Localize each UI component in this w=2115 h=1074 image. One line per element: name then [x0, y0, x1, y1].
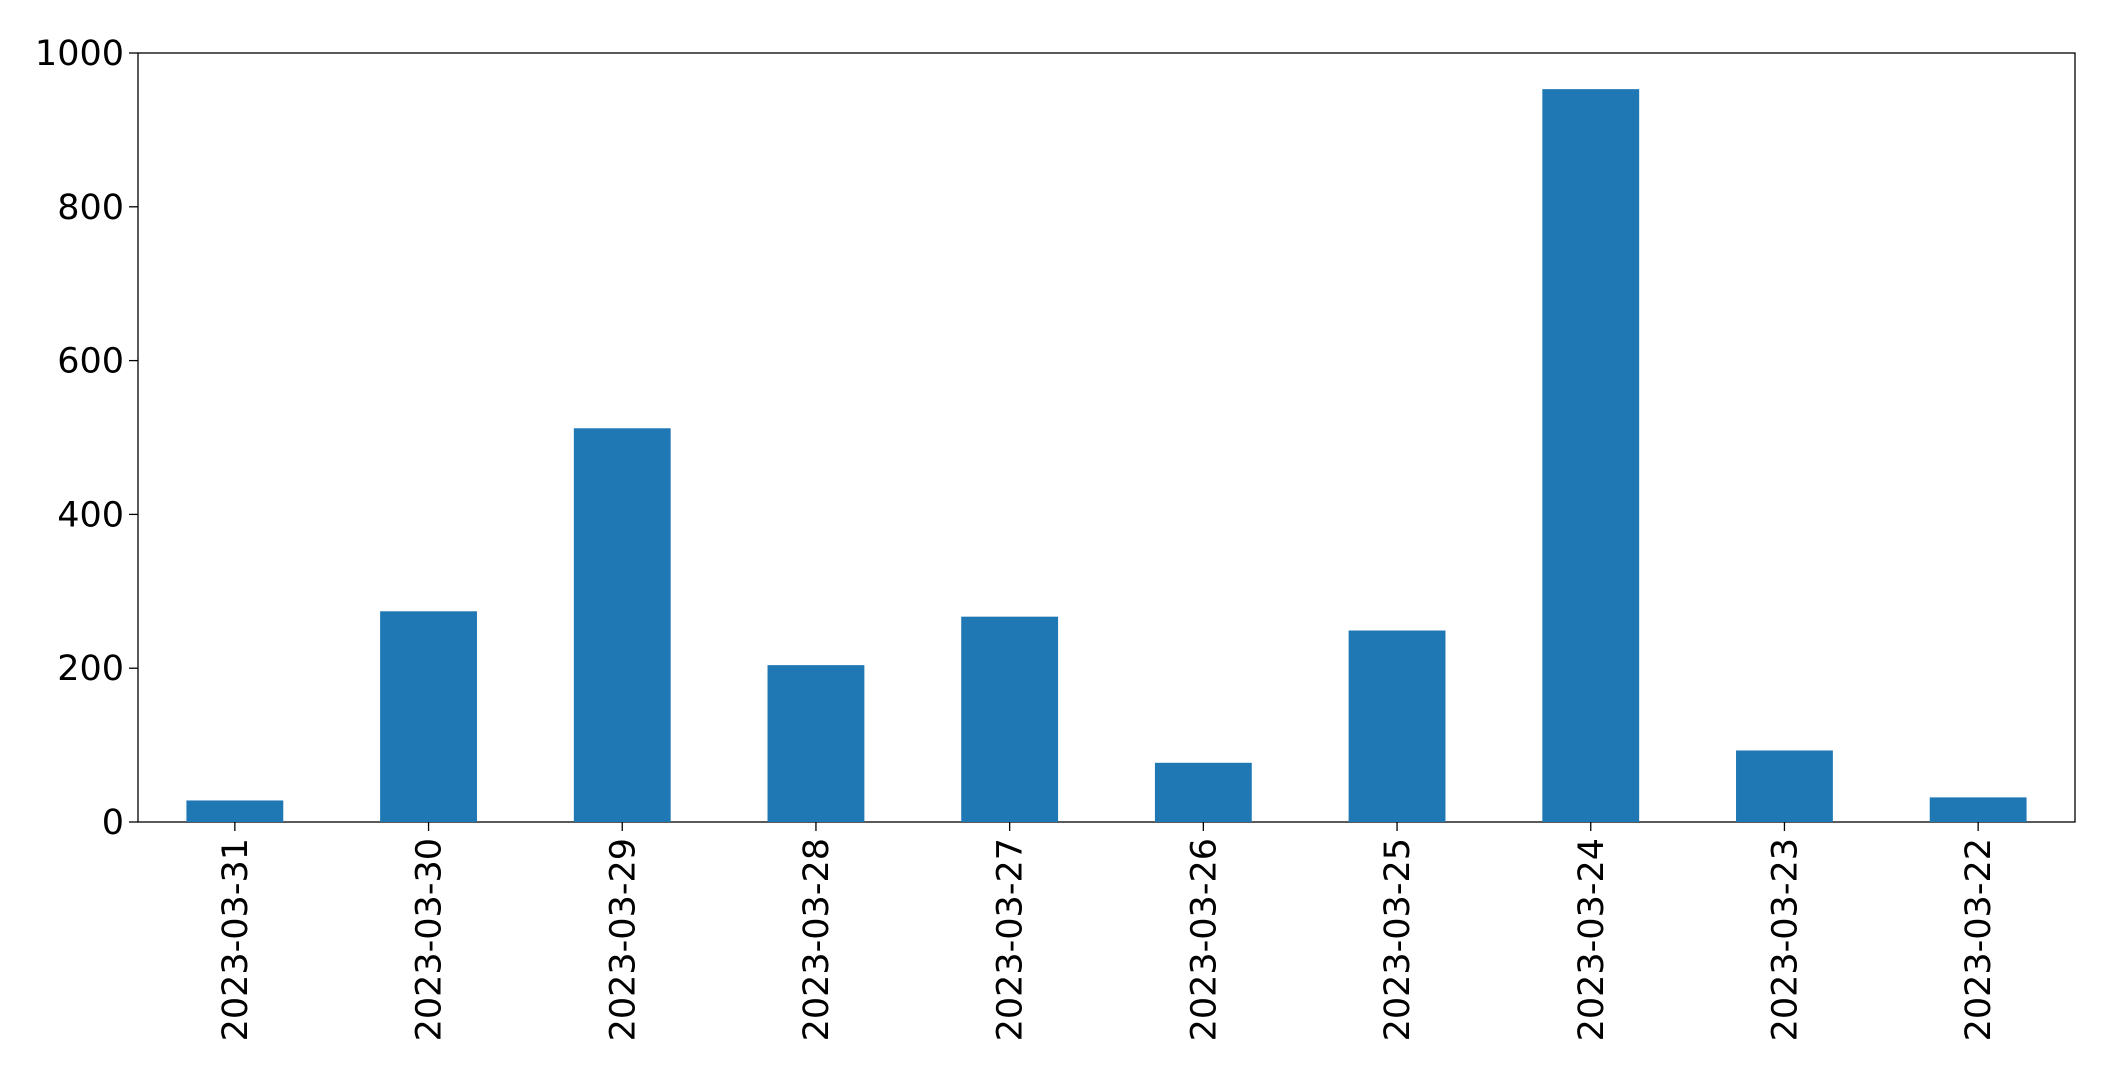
bar — [1542, 89, 1640, 822]
bar — [1348, 630, 1446, 822]
x-tick-label: 2023-03-25 — [1378, 838, 1418, 1041]
bar — [1154, 762, 1252, 822]
plot-frame — [137, 52, 2076, 823]
x-tick-label: 2023-03-23 — [1765, 838, 1805, 1041]
bar — [573, 428, 671, 822]
x-tick-label: 2023-03-24 — [1572, 838, 1612, 1041]
x-tick-label: 2023-03-26 — [1184, 838, 1224, 1041]
y-tick-label: 400 — [57, 495, 124, 535]
bar — [1929, 797, 2027, 822]
y-tick-label: 0 — [102, 803, 124, 843]
bar — [380, 611, 477, 822]
x-tick-label: 2023-03-30 — [410, 838, 450, 1041]
x-tick-label: 2023-03-28 — [797, 838, 837, 1041]
x-tick-label: 2023-03-22 — [1959, 838, 1999, 1041]
y-tick-label: 600 — [57, 342, 124, 382]
x-tick-label: 2023-03-27 — [991, 838, 1031, 1041]
y-tick-label: 1000 — [35, 34, 124, 74]
bar — [1736, 750, 1833, 822]
bar — [767, 665, 865, 822]
x-tick-label: 2023-03-31 — [216, 838, 256, 1041]
bar — [186, 800, 284, 822]
x-tick-label: 2023-03-29 — [603, 838, 643, 1041]
y-tick-label: 800 — [57, 188, 124, 228]
y-tick-label: 200 — [57, 649, 124, 689]
bar — [961, 616, 1059, 822]
